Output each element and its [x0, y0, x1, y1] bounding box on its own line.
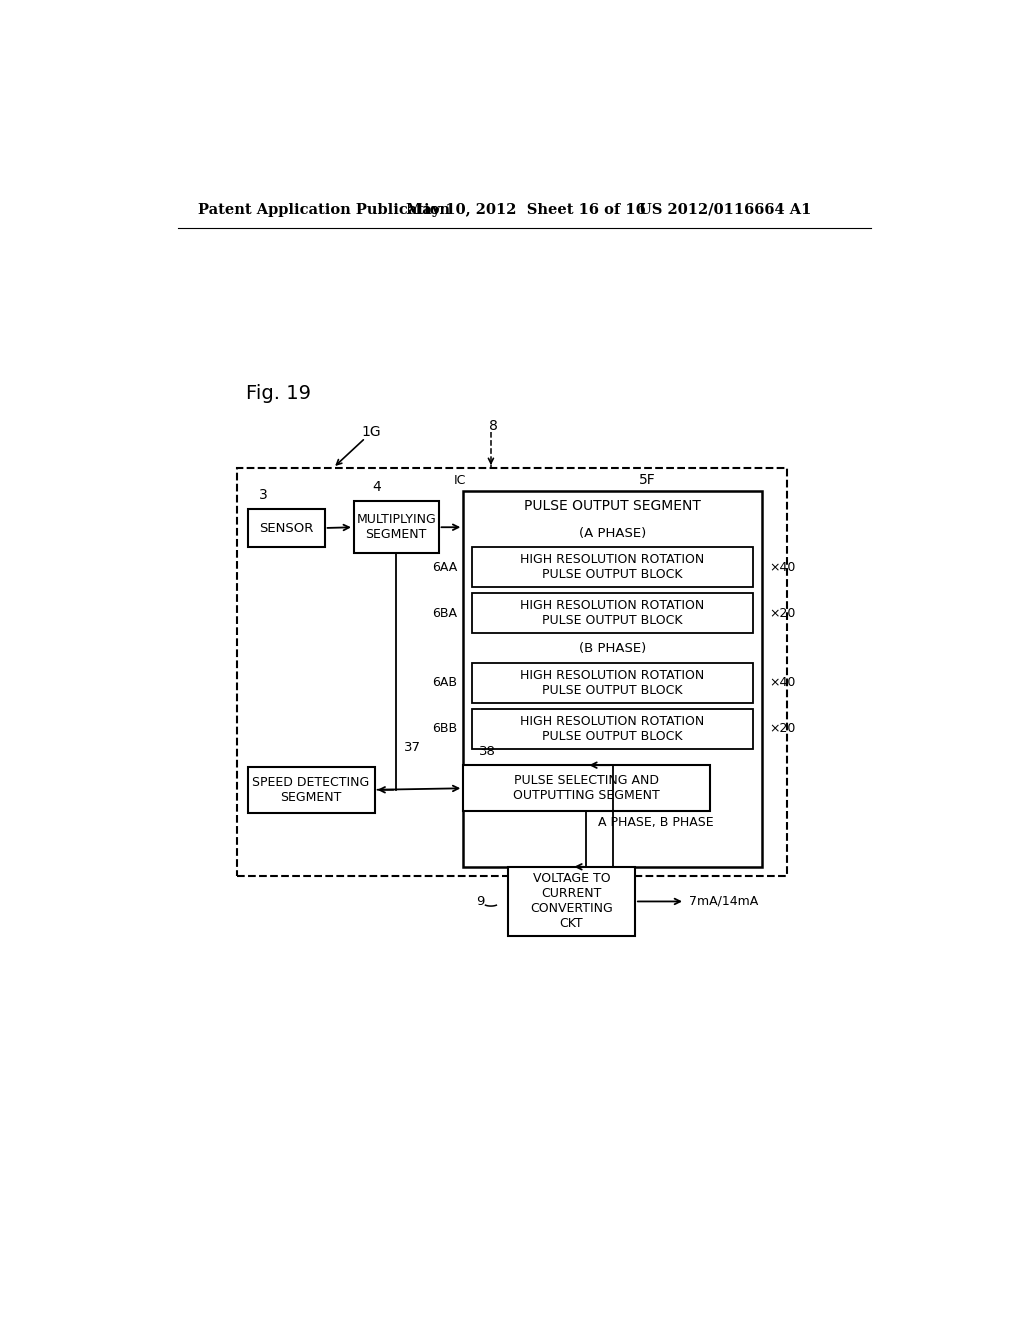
Text: ×20: ×20 [770, 722, 796, 735]
Text: A PHASE, B PHASE: A PHASE, B PHASE [598, 816, 714, 829]
Bar [354, 502, 438, 553]
Text: ×20: ×20 [770, 607, 796, 620]
Text: 5F: 5F [639, 474, 655, 487]
Text: ×40: ×40 [770, 561, 796, 574]
Text: Patent Application Publication: Patent Application Publication [199, 203, 451, 216]
Text: ×40: ×40 [770, 676, 796, 689]
Bar [508, 867, 635, 936]
Text: (A PHASE): (A PHASE) [579, 527, 646, 540]
Text: 38: 38 [478, 744, 496, 758]
Bar [463, 491, 762, 867]
Bar [472, 709, 753, 748]
Bar [472, 548, 753, 587]
Text: MULTIPLYING
SEGMENT: MULTIPLYING SEGMENT [356, 513, 436, 541]
Text: VOLTAGE TO
CURRENT
CONVERTING
CKT: VOLTAGE TO CURRENT CONVERTING CKT [530, 873, 612, 931]
Text: 9: 9 [476, 895, 484, 908]
Text: 1G: 1G [361, 425, 381, 438]
Text: 7mA/14mA: 7mA/14mA [689, 895, 758, 908]
Text: Fig. 19: Fig. 19 [246, 384, 311, 403]
Text: US 2012/0116664 A1: US 2012/0116664 A1 [639, 203, 811, 216]
Text: 6AA: 6AA [432, 561, 457, 574]
Text: IC: IC [454, 474, 466, 487]
Text: 6BA: 6BA [432, 607, 457, 620]
Text: HIGH RESOLUTION ROTATION
PULSE OUTPUT BLOCK: HIGH RESOLUTION ROTATION PULSE OUTPUT BL… [520, 669, 705, 697]
Text: 6BB: 6BB [432, 722, 457, 735]
Bar [472, 663, 753, 702]
Text: HIGH RESOLUTION ROTATION
PULSE OUTPUT BLOCK: HIGH RESOLUTION ROTATION PULSE OUTPUT BL… [520, 553, 705, 581]
Text: HIGH RESOLUTION ROTATION
PULSE OUTPUT BLOCK: HIGH RESOLUTION ROTATION PULSE OUTPUT BL… [520, 715, 705, 743]
Text: PULSE SELECTING AND
OUTPUTTING SEGMENT: PULSE SELECTING AND OUTPUTTING SEGMENT [513, 775, 659, 803]
Text: 3: 3 [259, 488, 267, 502]
Text: 4: 4 [373, 480, 381, 494]
Bar [463, 766, 710, 812]
Text: SENSOR: SENSOR [259, 521, 313, 535]
Text: PULSE OUTPUT SEGMENT: PULSE OUTPUT SEGMENT [524, 499, 701, 513]
Bar [237, 469, 787, 876]
Text: (B PHASE): (B PHASE) [579, 643, 646, 656]
Text: May 10, 2012  Sheet 16 of 16: May 10, 2012 Sheet 16 of 16 [407, 203, 646, 216]
Text: HIGH RESOLUTION ROTATION
PULSE OUTPUT BLOCK: HIGH RESOLUTION ROTATION PULSE OUTPUT BL… [520, 599, 705, 627]
Bar [472, 594, 753, 634]
Bar [248, 508, 325, 548]
Text: SPEED DETECTING
SEGMENT: SPEED DETECTING SEGMENT [253, 776, 370, 804]
Text: 37: 37 [403, 741, 421, 754]
Text: 6AB: 6AB [432, 676, 457, 689]
Text: 8: 8 [488, 420, 498, 433]
Bar [248, 767, 375, 813]
